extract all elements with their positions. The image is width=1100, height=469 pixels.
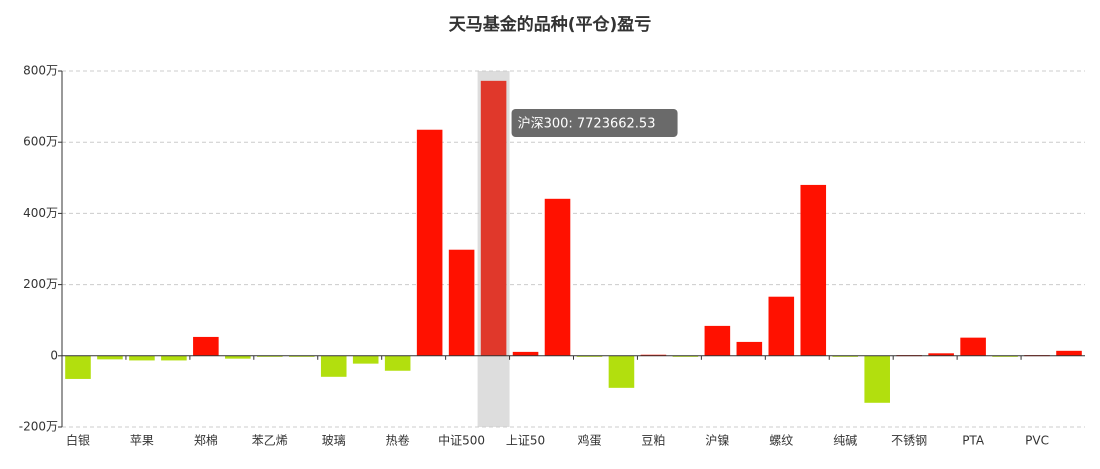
bar xyxy=(65,355,91,379)
bar xyxy=(161,355,187,361)
x-tick-label: 郑棉 xyxy=(194,433,218,448)
y-tick-label: 0 xyxy=(50,348,58,362)
bar xyxy=(512,351,539,356)
y-tick-label: 600万 xyxy=(23,135,58,149)
chart-title: 天马基金的品种(平仓)盈亏 xyxy=(449,14,652,35)
y-tick-label: 800万 xyxy=(23,64,58,78)
x-tick-label: 中证500 xyxy=(438,433,485,448)
bar xyxy=(736,341,763,356)
y-tick-label: 400万 xyxy=(23,206,58,220)
bar xyxy=(1056,350,1082,356)
tooltip-box xyxy=(511,109,678,137)
bar xyxy=(800,184,827,356)
bar xyxy=(225,355,251,359)
bar xyxy=(193,336,219,356)
x-tick-label: 苯乙烯 xyxy=(252,434,288,448)
x-tick-label: 白银 xyxy=(66,433,90,448)
x-tick-label: 纯碱 xyxy=(833,434,857,448)
bar xyxy=(352,355,379,364)
x-tick-label: PTA xyxy=(962,434,985,448)
bar xyxy=(97,355,123,360)
x-tick-label: 上证50 xyxy=(506,434,545,448)
x-tick-label: 不锈钢 xyxy=(891,434,927,448)
x-tick-label: 豆粕 xyxy=(641,433,665,448)
bar xyxy=(704,325,731,356)
bar xyxy=(448,249,475,356)
bar xyxy=(480,80,507,356)
tooltip-text: 沪深300: 7723662.53 xyxy=(518,116,656,132)
bar xyxy=(129,355,155,361)
bar xyxy=(608,355,635,388)
bar xyxy=(320,355,347,377)
bar xyxy=(416,129,443,356)
x-tick-label: 鸡蛋 xyxy=(577,433,601,448)
x-tick-label: 热卷 xyxy=(386,433,410,448)
x-tick-label: 玻璃 xyxy=(322,434,346,448)
bar xyxy=(768,296,795,356)
bar xyxy=(928,353,954,356)
y-tick-label: -200万 xyxy=(19,420,58,434)
y-tick-label: 200万 xyxy=(23,277,58,291)
x-tick-label: 螺纹 xyxy=(769,434,793,448)
bar xyxy=(960,337,986,356)
bar xyxy=(640,354,667,356)
bar xyxy=(384,355,411,371)
x-tick-label: 苹果 xyxy=(130,434,154,448)
bar xyxy=(544,198,571,356)
x-tick-label: 沪镍 xyxy=(705,434,729,448)
x-tick-label: PVC xyxy=(1025,434,1049,448)
bar xyxy=(864,355,890,403)
